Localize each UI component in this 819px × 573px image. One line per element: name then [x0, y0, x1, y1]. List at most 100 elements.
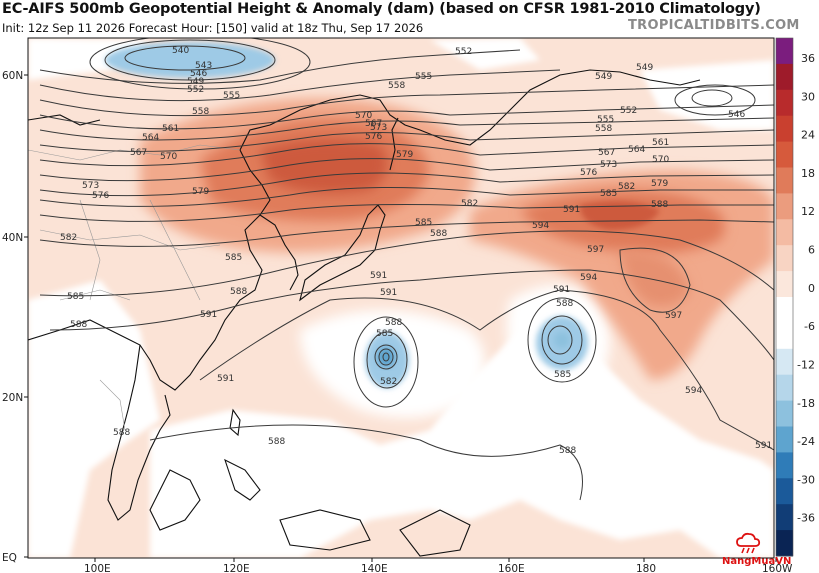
contour-label-564b: 564 [628, 145, 645, 155]
x-label-160w: 160W [762, 563, 793, 573]
contour-label-579: 579 [192, 187, 209, 197]
colorbar-swatch [776, 322, 793, 350]
contour-label-555: 555 [223, 91, 240, 101]
contour-label-585d: 585 [376, 329, 393, 339]
colorbar-swatch [776, 400, 793, 427]
colorbar-swatch [776, 38, 793, 65]
x-label-160e: 160E [498, 563, 525, 573]
contour-label-558c: 558 [595, 124, 612, 134]
y-label-20n: 20N [2, 392, 23, 404]
contour-label-570: 570 [160, 152, 177, 162]
colorbar-swatch [776, 504, 793, 531]
contour-label-591: 591 [200, 310, 217, 320]
contour-label-543: 543 [195, 61, 212, 71]
contour-label-591f: 591 [217, 374, 234, 384]
contour-label-558: 558 [192, 107, 209, 117]
colorbar-swatch [776, 348, 793, 376]
colorbar-label: 18 [801, 167, 815, 180]
colorbar-swatch [776, 193, 793, 220]
cloud-rain-icon [736, 532, 761, 554]
contour-label-552b: 552 [455, 47, 472, 57]
contour-label-546b: 546 [728, 110, 745, 120]
y-axis: 60N 40N 20N EQ [2, 70, 28, 564]
colorbar-label: -36 [797, 512, 815, 525]
contour-label-570c: 570 [355, 111, 372, 121]
height-contours [39, 38, 774, 501]
contour-label-540: 540 [172, 46, 189, 56]
x-label-100e: 100E [84, 563, 111, 573]
anomaly-shading [28, 38, 774, 558]
colorbar-swatch [776, 89, 793, 117]
colorbar-swatch [776, 478, 793, 505]
contour-label-588h: 588 [113, 428, 130, 438]
contour-label-597: 597 [665, 311, 682, 321]
contour-label-588: 588 [70, 320, 87, 330]
colorbar: 36 30 24 18 12 6 0 -6 -12 -18 -24 -30 -36 [775, 37, 815, 557]
x-label-180: 180 [636, 563, 656, 573]
y-label-60n: 60N [2, 70, 23, 82]
contour-label-561: 561 [162, 124, 179, 134]
colorbar-label: 30 [801, 90, 815, 103]
colorbar-label: 24 [801, 129, 815, 142]
colorbar-swatch [776, 167, 793, 194]
colorbar-swatch [776, 141, 793, 168]
contour-label-588i: 588 [230, 287, 247, 297]
contour-label-591e: 591 [755, 441, 772, 451]
contour-label-582b: 582 [618, 182, 635, 192]
contour-label-594b: 594 [532, 221, 549, 231]
contour-label-582d: 582 [380, 377, 397, 387]
contour-label-591c: 591 [380, 288, 397, 298]
contour-label-576b: 576 [580, 168, 597, 178]
contour-label-588c: 588 [430, 229, 447, 239]
colorbar-label: -30 [797, 473, 815, 486]
contour-label-561b: 561 [652, 138, 669, 148]
x-axis: 100E 120E 140E 160E 180 160W [84, 558, 793, 573]
contour-label-570b: 570 [652, 155, 669, 165]
colorbar-label: 0 [808, 282, 815, 295]
contour-label-585e: 585 [554, 370, 571, 380]
contour-label-564: 564 [142, 133, 159, 143]
colorbar-swatch [776, 115, 793, 143]
contour-label-552: 552 [187, 85, 204, 95]
colorbar-label: 12 [801, 205, 815, 218]
colorbar-swatch [776, 530, 793, 557]
colorbar-swatch [776, 63, 793, 91]
contour-label-567c: 567 [365, 119, 382, 129]
colorbar-swatch [776, 245, 793, 272]
map-frame [27, 37, 775, 559]
contour-label-579b: 579 [651, 179, 668, 189]
contour-label-555b: 555 [415, 72, 432, 82]
contour-label-582c: 582 [461, 199, 478, 209]
contour-label-546: 546 [190, 69, 207, 79]
contour-label-585f: 585 [225, 253, 242, 263]
y-label-40n: 40N [2, 232, 23, 244]
contour-label-594c: 594 [685, 386, 702, 396]
contour-label-573b: 573 [600, 160, 617, 170]
contour-label-585: 585 [67, 292, 84, 302]
contour-label-588d: 588 [385, 318, 402, 328]
contour-label-588e: 588 [556, 299, 573, 309]
brand-label: TROPICALTIDBITS.COM [628, 18, 800, 33]
x-label-120e: 120E [223, 563, 250, 573]
x-label-140e: 140E [361, 563, 388, 573]
colorbar-label: -6 [804, 320, 815, 333]
contour-label-597b: 597 [587, 245, 604, 255]
colorbar-swatch [776, 374, 793, 402]
contour-label-567b: 567 [598, 148, 615, 158]
coastlines [28, 69, 701, 557]
contour-label-558b: 558 [388, 81, 405, 91]
colorbar-swatch [776, 452, 793, 479]
colorbar-label: -18 [797, 397, 815, 410]
page-subtitle: Init: 12z Sep 11 2026 Forecast Hour: [15… [2, 21, 424, 35]
y-label-eq: EQ [2, 552, 17, 564]
contour-label-588f: 588 [268, 437, 285, 447]
contour-label-573c: 573 [370, 123, 387, 133]
colorbar-label: -12 [797, 358, 815, 371]
contour-label-573: 573 [82, 181, 99, 191]
contour-label-555c: 555 [597, 115, 614, 125]
contour-label-585b: 585 [600, 189, 617, 199]
colorbar-label: 6 [808, 244, 815, 257]
colorbar-label: 36 [801, 52, 815, 65]
contour-label-591b: 591 [563, 205, 580, 215]
